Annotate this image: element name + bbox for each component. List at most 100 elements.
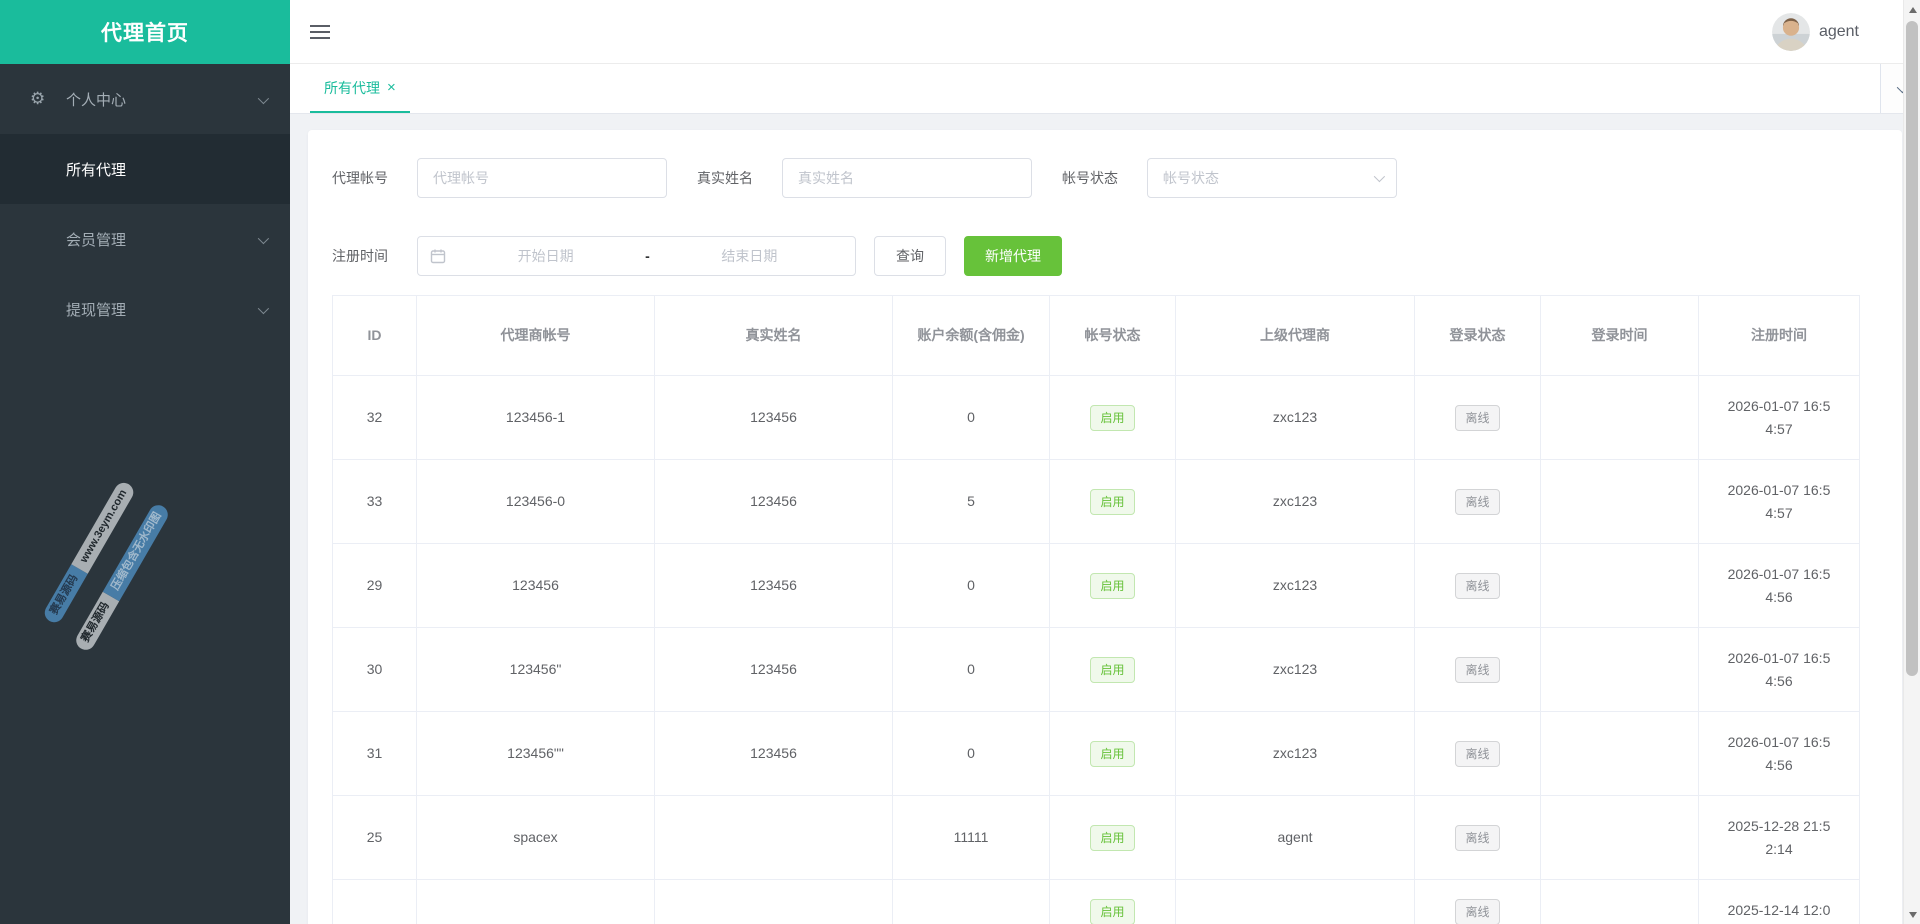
content-area: 代理帐号 真实姓名 帐号状态 帐号状态 注册时间 — [290, 114, 1920, 924]
cell-login-time — [1540, 375, 1699, 460]
chevron-down-icon — [257, 91, 270, 108]
sidebar-item-label: 个人中心 — [66, 91, 127, 109]
column-header-status: 帐号状态 — [1049, 295, 1176, 376]
cell-register-time: 2026-01-07 16:54:56 — [1698, 711, 1860, 796]
table-row: 31 123456"" 123456 0 启用 zxc123 离线 2026-0… — [332, 711, 1860, 796]
login-status-badge: 离线 — [1455, 656, 1500, 683]
search-button[interactable]: 查询 — [874, 236, 946, 276]
avatar — [1771, 12, 1810, 51]
status-badge: 启用 — [1090, 656, 1135, 683]
login-status-badge: 离线 — [1455, 899, 1500, 924]
cell-parent-agent: agent — [1175, 795, 1415, 880]
table-row: 启用 离线 2025-12-14 12:0 — [332, 879, 1860, 924]
cell-real-name — [654, 879, 893, 924]
scroll-down-arrow[interactable] — [1904, 906, 1920, 923]
tab-close-icon[interactable]: × — [387, 79, 396, 96]
cell-register-time: 2026-01-07 16:54:56 — [1698, 627, 1860, 712]
cell-account: 123456-0 — [416, 459, 655, 544]
column-header-register-time: 注册时间 — [1698, 295, 1860, 376]
cell-account: 123456" — [416, 627, 655, 712]
watermark-badge: 赛易源码 www.3eym.com — [41, 479, 137, 626]
panel-card: 代理帐号 真实姓名 帐号状态 帐号状态 注册时间 — [308, 130, 1902, 924]
cell-login-status: 离线 — [1414, 375, 1541, 460]
status-badge: 启用 — [1090, 488, 1135, 515]
cell-balance: 0 — [892, 711, 1050, 796]
cell-real-name: 123456 — [654, 543, 893, 628]
real-name-input[interactable] — [782, 158, 1032, 198]
cell-parent-agent: zxc123 — [1175, 459, 1415, 544]
cell-register-time: 2025-12-28 21:52:14 — [1698, 795, 1860, 880]
column-header-login-time: 登录时间 — [1540, 295, 1699, 376]
sidebar-item-label: 会员管理 — [66, 231, 127, 249]
column-header-account: 代理商帐号 — [416, 295, 655, 376]
column-header-balance: 账户余额(含佣金) — [892, 295, 1050, 376]
cell-login-status: 离线 — [1414, 795, 1541, 880]
vertical-scrollbar[interactable] — [1903, 0, 1920, 924]
cell-account — [416, 879, 655, 924]
account-status-select[interactable]: 帐号状态 — [1147, 158, 1397, 198]
cell-register-time: 2026-01-07 16:54:56 — [1698, 543, 1860, 628]
column-header-parent-agent: 上级代理商 — [1175, 295, 1415, 376]
cell-status: 启用 — [1049, 459, 1176, 544]
chevron-down-icon — [257, 301, 270, 318]
end-date-input[interactable] — [655, 248, 844, 264]
cell-parent-agent — [1175, 879, 1415, 924]
login-status-badge: 离线 — [1455, 740, 1500, 767]
sidebar-item-label: 提现管理 — [66, 301, 127, 319]
watermark-badge: 赛易源码 压缩包含无水印图 — [72, 501, 172, 654]
table-body: 32 123456-1 123456 0 启用 zxc123 离线 2026-0… — [332, 375, 1860, 924]
sidebar-item-member-management[interactable]: 会员管理 — [0, 204, 290, 274]
watermark-text: 赛易源码 — [72, 591, 120, 654]
cell-balance — [892, 879, 1050, 924]
login-status-badge: 离线 — [1455, 572, 1500, 599]
account-status-label: 帐号状态 — [1062, 170, 1118, 186]
register-time-range-picker[interactable]: - — [417, 236, 856, 276]
agent-account-label: 代理帐号 — [332, 170, 388, 186]
table-row: 25 spacex 11111 启用 agent 离线 2025-12-28 2… — [332, 795, 1860, 880]
status-badge: 启用 — [1090, 572, 1135, 599]
cell-login-time — [1540, 627, 1699, 712]
hamburger-menu-icon[interactable] — [310, 24, 330, 39]
status-badge: 启用 — [1090, 899, 1135, 924]
cell-parent-agent: zxc123 — [1175, 543, 1415, 628]
agents-table: ID 代理商帐号 真实姓名 账户余额(含佣金) 帐号状态 上级代理商 登录状态 … — [332, 295, 1860, 924]
sidebar-nav: ⚙ 个人中心 所有代理 会员管理 提现管理 — [0, 64, 290, 344]
cell-register-time: 2025-12-14 12:0 — [1698, 879, 1860, 924]
scroll-up-arrow[interactable] — [1904, 1, 1920, 18]
username: agent — [1818, 22, 1859, 40]
cell-login-time — [1540, 543, 1699, 628]
cell-account: 123456-1 — [416, 375, 655, 460]
table-row: 29 123456 123456 0 启用 zxc123 离线 2026-01-… — [332, 543, 1860, 628]
sidebar-item-all-agents[interactable]: 所有代理 — [0, 134, 290, 204]
cell-login-time — [1540, 795, 1699, 880]
agent-account-input[interactable] — [417, 158, 667, 198]
cell-id — [332, 879, 417, 924]
cell-id: 25 — [332, 795, 417, 880]
sidebar-item-personal-center[interactable]: ⚙ 个人中心 — [0, 64, 290, 134]
cell-login-status: 离线 — [1414, 459, 1541, 544]
scrollbar-thumb[interactable] — [1906, 21, 1918, 676]
column-header-login-status: 登录状态 — [1414, 295, 1541, 376]
table-row: 30 123456" 123456 0 启用 zxc123 离线 2026-01… — [332, 627, 1860, 712]
add-agent-button[interactable]: 新增代理 — [964, 236, 1062, 276]
sidebar-item-withdrawal-management[interactable]: 提现管理 — [0, 274, 290, 344]
start-date-input[interactable] — [452, 248, 640, 264]
sidebar: 代理首页 ⚙ 个人中心 所有代理 会员管理 提现管理 — [0, 0, 290, 924]
login-status-badge: 离线 — [1455, 824, 1500, 851]
tab-all-agents[interactable]: 所有代理 × — [310, 64, 410, 113]
cell-login-status: 离线 — [1414, 711, 1541, 796]
cell-status: 启用 — [1049, 711, 1176, 796]
table-row: 33 123456-0 123456 5 启用 zxc123 离线 2026-0… — [332, 459, 1860, 544]
cell-id: 33 — [332, 459, 417, 544]
cell-balance: 0 — [892, 375, 1050, 460]
app-title: 代理首页 — [0, 0, 290, 64]
chevron-down-icon — [1373, 170, 1386, 183]
column-header-id: ID — [332, 295, 417, 376]
cell-parent-agent: zxc123 — [1175, 711, 1415, 796]
cell-parent-agent: zxc123 — [1175, 375, 1415, 460]
chevron-down-icon — [257, 231, 270, 248]
cell-status: 启用 — [1049, 879, 1176, 924]
user-menu[interactable]: agent — [1771, 12, 1859, 51]
cell-login-time — [1540, 459, 1699, 544]
cell-id: 31 — [332, 711, 417, 796]
